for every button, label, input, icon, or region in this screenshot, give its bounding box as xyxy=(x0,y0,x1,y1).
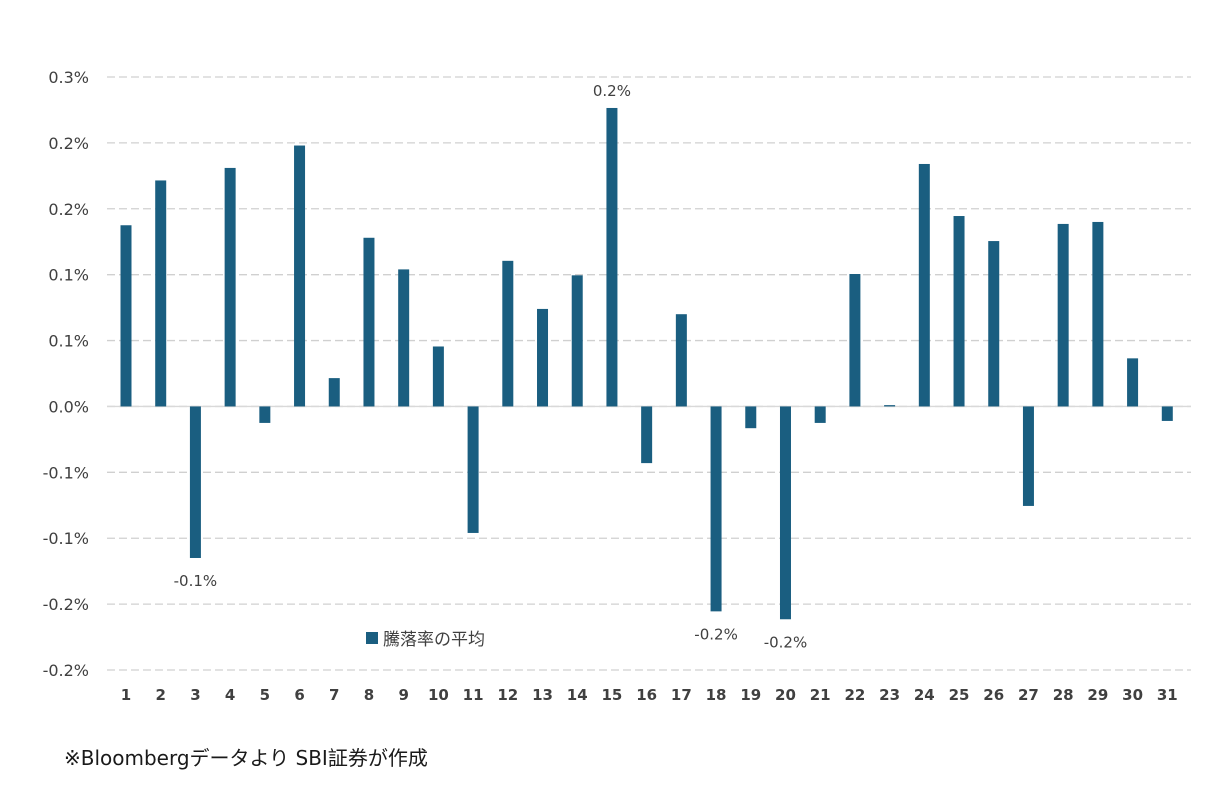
bar xyxy=(398,269,410,407)
bar xyxy=(571,275,583,407)
x-tick-label: 13 xyxy=(532,686,553,704)
bar xyxy=(814,406,826,423)
legend: 騰落率の平均 xyxy=(366,630,485,650)
x-tick-label: 7 xyxy=(329,686,339,704)
y-tick-label: -0.1% xyxy=(43,529,89,548)
x-tick-label: 10 xyxy=(428,686,449,704)
y-tick-label: -0.2% xyxy=(43,595,89,614)
y-tick-label: -0.1% xyxy=(43,463,89,482)
x-tick-label: 27 xyxy=(1018,686,1039,704)
x-tick-label: 14 xyxy=(567,686,588,704)
y-tick-label: 0.1% xyxy=(48,266,89,285)
legend-label: 騰落率の平均 xyxy=(383,630,485,650)
bar xyxy=(120,225,132,407)
gridlines xyxy=(107,76,1191,671)
x-tick-label: 8 xyxy=(364,686,374,704)
bar xyxy=(779,406,791,620)
data-label: -0.2% xyxy=(764,633,808,651)
bar xyxy=(710,406,722,612)
bar xyxy=(467,406,479,533)
x-tick-label: 24 xyxy=(914,686,935,704)
y-tick-label: -0.2% xyxy=(43,661,89,680)
x-tick-label: 21 xyxy=(810,686,831,704)
x-tick-label: 17 xyxy=(671,686,692,704)
bar xyxy=(259,406,271,423)
bars xyxy=(120,107,1173,620)
y-tick-label: 0.2% xyxy=(48,200,89,219)
bar xyxy=(953,216,965,407)
x-tick-label: 29 xyxy=(1087,686,1108,704)
bar xyxy=(675,314,687,407)
x-tick-label: 23 xyxy=(879,686,900,704)
bar xyxy=(189,406,201,558)
x-tick-label: 30 xyxy=(1122,686,1143,704)
x-tick-label: 5 xyxy=(260,686,270,704)
bar xyxy=(328,378,340,407)
x-tick-label: 4 xyxy=(225,686,235,704)
x-tick-label: 22 xyxy=(844,686,865,704)
x-tick-label: 18 xyxy=(706,686,727,704)
bar xyxy=(641,406,653,464)
legend-swatch xyxy=(366,632,378,644)
bar xyxy=(294,145,306,407)
x-tick-label: 3 xyxy=(190,686,200,704)
bar xyxy=(1161,406,1173,421)
x-tick-label: 20 xyxy=(775,686,796,704)
bar xyxy=(918,163,930,407)
source-footnote: ※Bloombergデータより SBI証券が作成 xyxy=(64,746,428,770)
y-tick-label: 0.1% xyxy=(48,332,89,351)
data-label: 0.2% xyxy=(593,82,631,100)
data-label: -0.1% xyxy=(174,572,218,590)
y-tick-label: 0.3% xyxy=(48,68,89,87)
x-tick-label: 25 xyxy=(949,686,970,704)
x-tick-label: 2 xyxy=(155,686,165,704)
x-tick-label: 15 xyxy=(601,686,622,704)
x-tick-label: 28 xyxy=(1053,686,1074,704)
bar xyxy=(1127,358,1139,407)
bar xyxy=(1057,223,1069,407)
x-tick-label: 16 xyxy=(636,686,657,704)
bar xyxy=(363,237,375,407)
x-tick-label: 19 xyxy=(740,686,761,704)
bar xyxy=(1092,221,1104,407)
bar xyxy=(988,241,1000,407)
x-tick-label: 11 xyxy=(463,686,484,704)
data-labels: -0.1% 0.2% -0.2% -0.2% xyxy=(174,82,808,651)
y-tick-label: 0.2% xyxy=(48,134,89,153)
bar xyxy=(884,405,896,407)
x-tick-label: 6 xyxy=(294,686,304,704)
bar xyxy=(1022,406,1034,506)
y-tick-label: 0.0% xyxy=(48,397,89,416)
data-label: -0.2% xyxy=(694,625,738,643)
y-axis-tick-labels: -0.2% -0.2% -0.1% -0.1% 0.0% 0.1% 0.1% 0.2% 0.2%… xyxy=(43,68,89,680)
bar-chart: -0.2% -0.2% -0.1% -0.1% 0.0% 0.1% 0.1% 0.2% 0.2%… xyxy=(43,68,1191,704)
bar xyxy=(606,107,618,407)
x-tick-label: 9 xyxy=(398,686,408,704)
x-tick-label: 12 xyxy=(497,686,518,704)
bar xyxy=(432,346,444,407)
x-tick-label: 26 xyxy=(983,686,1004,704)
bar xyxy=(849,274,861,407)
x-tick-label: 1 xyxy=(121,686,131,704)
x-tick-label: 31 xyxy=(1157,686,1178,704)
bar xyxy=(745,406,757,429)
bar xyxy=(537,308,549,407)
x-axis-tick-labels: 1 2 3 4 5 6 7 8 9 10 11 12 13 14 15 16 17 18 19 20 21 22 23 24 2… xyxy=(121,686,1178,704)
bar xyxy=(224,167,236,407)
bar xyxy=(502,260,514,407)
bar xyxy=(155,180,167,407)
